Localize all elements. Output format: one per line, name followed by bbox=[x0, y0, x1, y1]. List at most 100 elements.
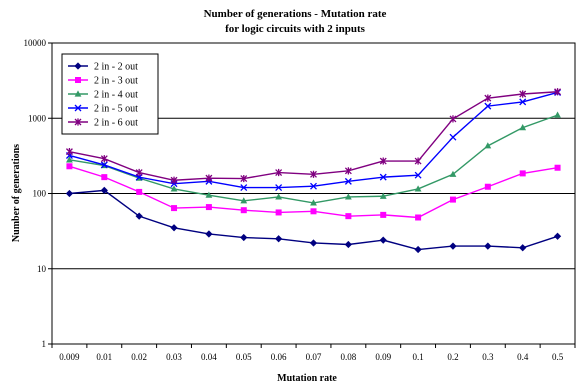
data-point bbox=[553, 232, 562, 240]
data-point bbox=[136, 188, 143, 195]
data-point bbox=[449, 133, 457, 141]
legend-label: 2 in - 3 out bbox=[94, 76, 138, 87]
data-point bbox=[205, 191, 213, 198]
legend-swatch-marker bbox=[75, 77, 81, 83]
data-point bbox=[379, 173, 387, 181]
data-point bbox=[240, 207, 247, 214]
x-tick-label: 0.04 bbox=[201, 352, 217, 362]
y-tick-label: 10 bbox=[37, 264, 47, 274]
data-point bbox=[449, 196, 456, 203]
x-tick-label: 0.2 bbox=[447, 352, 458, 362]
data-point bbox=[344, 193, 352, 200]
data-point bbox=[519, 90, 527, 98]
plot-frame bbox=[51, 42, 576, 345]
data-point bbox=[100, 155, 108, 163]
data-point bbox=[135, 212, 143, 220]
x-tick-label: 0.009 bbox=[59, 352, 80, 362]
data-point bbox=[275, 209, 282, 216]
data-point bbox=[170, 176, 178, 184]
data-point bbox=[415, 214, 422, 221]
series-1 bbox=[65, 186, 562, 254]
data-point bbox=[484, 242, 492, 250]
data-point bbox=[554, 88, 562, 96]
data-point bbox=[519, 124, 527, 131]
legend-label: 2 in - 6 out bbox=[94, 118, 138, 129]
data-point bbox=[310, 199, 317, 206]
data-point bbox=[65, 189, 74, 198]
data-point bbox=[240, 233, 248, 242]
x-tick-label: 0.02 bbox=[131, 352, 147, 362]
data-point bbox=[66, 156, 73, 163]
data-point bbox=[449, 170, 457, 177]
data-point bbox=[344, 240, 352, 249]
data-point bbox=[135, 168, 143, 177]
data-point bbox=[484, 183, 491, 190]
x-axis-title: Mutation rate bbox=[277, 373, 337, 384]
data-point bbox=[344, 167, 352, 175]
legend-entry: 2 in - 3 out bbox=[68, 76, 138, 87]
data-point bbox=[309, 239, 318, 247]
x-tick-label: 0.1 bbox=[412, 352, 423, 362]
y-tick-label: 1000 bbox=[28, 113, 47, 123]
data-point bbox=[484, 142, 492, 149]
data-point bbox=[100, 186, 108, 195]
data-point bbox=[100, 161, 108, 169]
data-point bbox=[205, 230, 213, 238]
chart-subtitle: for logic circuits with 2 inputs bbox=[225, 23, 366, 35]
data-point bbox=[344, 177, 352, 185]
data-point bbox=[414, 185, 422, 192]
legend: 2 in - 2 out 2 in - 3 out 2 in - 4 out 2 in… bbox=[61, 53, 159, 135]
data-point bbox=[449, 115, 457, 123]
x-tick-label: 0.08 bbox=[340, 352, 356, 362]
legend-swatch-marker bbox=[74, 90, 82, 97]
x-tick-label: 0.05 bbox=[236, 352, 252, 362]
x-tick-label: 0.4 bbox=[517, 352, 529, 362]
series-5 bbox=[65, 88, 562, 184]
data-point bbox=[275, 168, 283, 177]
data-point bbox=[519, 244, 527, 252]
legend-entry: 2 in - 5 out bbox=[68, 104, 138, 115]
x-tick-label: 0.06 bbox=[271, 352, 287, 362]
data-point bbox=[379, 192, 387, 199]
data-point bbox=[275, 184, 283, 192]
data-point bbox=[379, 236, 387, 244]
data-point bbox=[484, 94, 492, 102]
x-tick-label: 0.07 bbox=[306, 352, 322, 362]
data-point bbox=[310, 170, 317, 178]
data-point bbox=[554, 111, 561, 118]
data-point bbox=[449, 242, 457, 250]
data-point bbox=[484, 102, 492, 110]
data-point bbox=[310, 182, 317, 190]
data-point bbox=[310, 208, 317, 215]
data-point bbox=[414, 157, 422, 165]
legend-swatch-marker bbox=[74, 62, 82, 70]
data-point bbox=[170, 224, 178, 232]
data-point bbox=[171, 205, 178, 212]
x-tick-label: 0.01 bbox=[96, 352, 112, 362]
data-point bbox=[519, 98, 527, 106]
data-point bbox=[380, 211, 387, 218]
data-point bbox=[414, 171, 422, 179]
data-point bbox=[240, 197, 248, 204]
data-point bbox=[240, 174, 248, 183]
y-tick-label: 10000 bbox=[24, 38, 47, 48]
data-point bbox=[170, 185, 178, 192]
legend-entry: 2 in - 4 out bbox=[68, 90, 138, 101]
x-tick-label: 0.5 bbox=[552, 352, 564, 362]
legend-label: 2 in - 4 out bbox=[94, 90, 138, 101]
legend-entry: 2 in - 2 out bbox=[68, 62, 138, 73]
data-point bbox=[519, 170, 526, 177]
legend-swatch-marker bbox=[74, 118, 82, 126]
series-2 bbox=[66, 163, 561, 221]
x-tick-label: 0.03 bbox=[166, 352, 182, 362]
chart-title: Number of generations - Mutation rate bbox=[204, 8, 387, 20]
legend-label: 2 in - 5 out bbox=[94, 104, 138, 115]
data-point bbox=[275, 193, 283, 200]
data-point bbox=[65, 148, 73, 156]
plot-area: 1 10 100 1000 10000 0.009 0.01 0.02 0.03 0.04 0.05… bbox=[24, 38, 576, 362]
data-point bbox=[101, 174, 108, 181]
legend-swatch-marker bbox=[74, 104, 82, 112]
y-axis-title: Number of generations bbox=[11, 144, 22, 242]
x-tick-label: 0.3 bbox=[482, 352, 494, 362]
